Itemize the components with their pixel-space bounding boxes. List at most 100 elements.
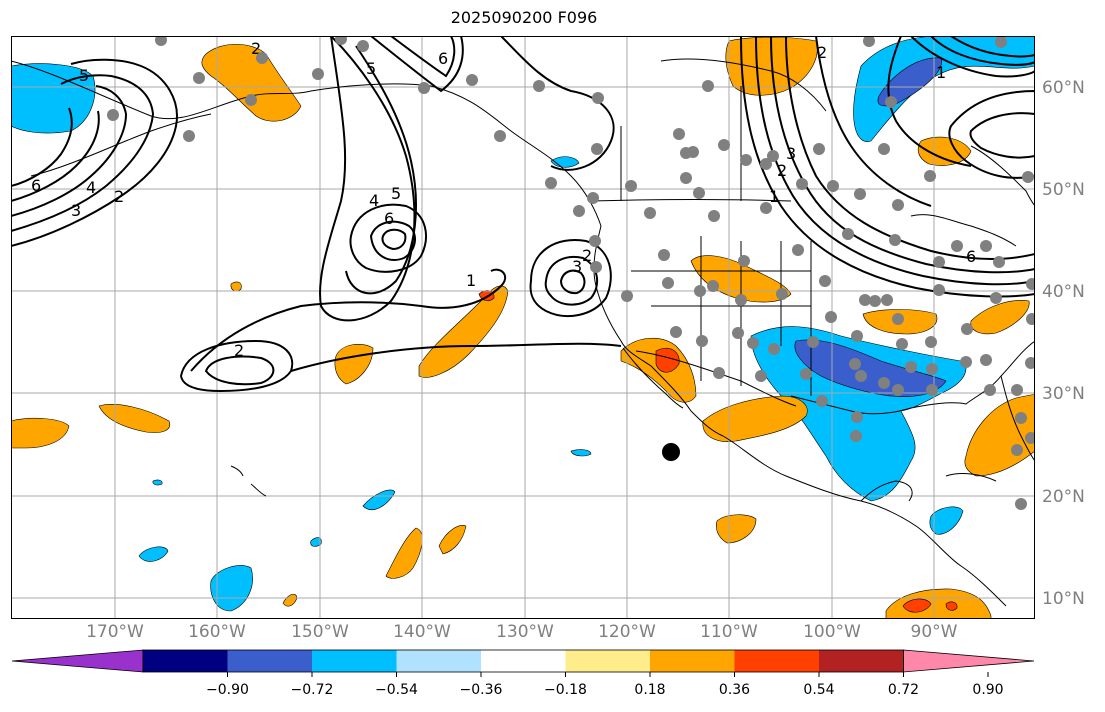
lon-label: 110°W [700,622,758,642]
colorbar-segment [565,650,651,672]
contour-lines [11,36,1035,393]
positive-region-labrador [917,136,972,166]
contour-west-3 [11,85,128,217]
contour-west-4 [11,110,100,202]
contour-west-5 [11,107,73,187]
negative-region-small-6 [210,565,253,612]
colorbar-tick-label: 0.54 [803,682,834,698]
contour-coastal-low [529,239,612,318]
hudson-bay [660,58,827,112]
contour-label: 3 [786,144,796,163]
colorbar-segment [481,650,566,672]
colorbar-segment [396,650,482,672]
contour-label: 1 [936,63,946,82]
contour-label: 2 [582,246,592,265]
positive-region-small-6-red-b [945,601,958,611]
positive-region-alaska [201,44,302,122]
storm-marker [662,443,680,461]
colorbar-extend-high [903,649,1035,673]
hawaii-1 [230,465,244,477]
lon-label: 160°W [188,622,246,642]
florida [1000,375,1035,462]
contour-label: 6 [966,247,976,266]
contour-label: 1 [466,271,476,290]
colorbar-segment [734,650,820,672]
negative-region-small-5 [138,546,169,562]
contour-low-pacific-2 [369,220,416,261]
contour-east-4 [740,36,1035,298]
great-lakes [910,214,1017,247]
contour-label: 3 [71,201,81,220]
colorbar-tick-label: 0.36 [719,682,750,698]
colorbar-segment [650,650,735,672]
contour-label-group: 5 2 6 4 3 2 4 5 6 2 1 2 3 6 5 3 2 1 6 2 … [31,39,976,360]
negative-region-canada-east-core [877,57,942,107]
contour-east-3 [755,36,1035,286]
lat-label: 20°N [1042,487,1085,507]
lon-label: 100°W [803,622,861,642]
colorbar-extend-low [11,649,144,673]
negative-region-small-7 [929,506,964,535]
lon-label: 170°W [86,622,144,642]
contour-ne-1 [910,36,1035,78]
colorbar-tick-label: −0.36 [460,682,503,698]
positive-region-small-5 [716,514,757,544]
weather-map: 5 2 6 4 3 2 4 5 6 2 1 2 3 6 5 3 2 1 6 2 … [11,36,1035,619]
lat-label: 30°N [1042,384,1085,404]
contour-label: 5 [79,66,89,85]
positive-region-central-pacific [98,404,171,433]
lat-label: 50°N [1042,180,1085,200]
lat-label: 10°N [1042,589,1085,609]
contour-label: 2 [817,43,827,62]
positive-region-baja-red [655,347,680,373]
contour-label: 5 [391,184,401,203]
lat-label: 60°N [1042,78,1085,98]
contour-east-1 [785,36,1035,260]
contour-east-6 [887,36,972,167]
contour-label: 4 [86,178,96,197]
contour-2-west-inner [204,355,275,386]
contour-label: 1 [769,187,779,206]
contour-label: 2 [234,341,244,360]
latitude-axis: 60°N 50°N 40°N 30°N 20°N 10°N [1042,78,1085,609]
lon-label: 150°W [291,622,349,642]
hawaii-2 [250,483,267,497]
colorbar-outline [142,649,904,673]
contour-east-low [948,89,1035,179]
colorbar-segment [227,650,313,672]
east-coast-canada [970,145,1035,207]
contour-trough-2 [390,36,456,78]
contour-low-pacific [349,203,427,273]
contour-label: 3 [572,257,582,276]
positive-region-small-3 [438,525,467,555]
contour-label: 6 [438,49,448,68]
contour-east-5 [815,36,932,207]
contour-label: 6 [31,176,41,195]
contour-2-long [290,342,622,372]
contour-low-pacific-3 [381,228,407,251]
contour-coastal-ridge [500,36,615,171]
contour-label: 4 [369,191,379,210]
negative-region-nw-pacific [11,63,96,134]
negative-region-small-2 [570,449,592,457]
lon-label: 130°W [496,622,554,642]
us-canada-border [590,199,792,202]
colorbar: −0.90 −0.72 −0.54 −0.36 −0.18 0.18 0.36 0.54 0.7… [11,649,1035,698]
yucatan [860,480,913,502]
contour-label: 2 [777,161,787,180]
contour-east-low-2 [969,112,1035,159]
mexico-coast [722,435,1007,607]
aleutians [30,113,212,177]
colorbar-tick-label: 0.90 [972,682,1003,698]
positive-region-small-6-red [902,598,932,613]
colorbar-tick-label: −0.72 [291,682,334,698]
contour-label: 6 [384,209,394,228]
contour-west-2 [11,74,155,232]
longitude-axis: 170°W 160°W 150°W 140°W 130°W 120°W 110°… [86,622,958,642]
colorbar-tick-label: −0.54 [375,682,418,698]
colorbar-segment [819,650,904,672]
lon-label: 120°W [598,622,656,642]
graticule [11,36,1035,619]
contour-label: 2 [251,39,261,58]
colorbar-segments [11,649,1035,673]
